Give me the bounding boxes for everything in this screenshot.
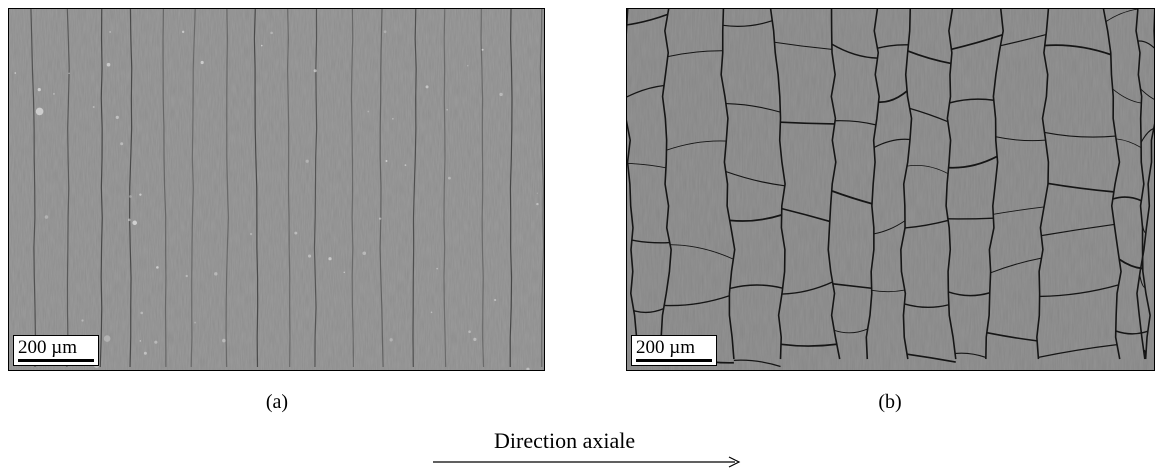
scale-label-a: 200 µm: [18, 337, 77, 358]
micrograph-a: 200 µm: [8, 8, 545, 371]
scale-label-b: 200 µm: [636, 337, 695, 358]
direction-arrow-icon: [433, 456, 741, 468]
micrograph-b-image: [627, 9, 1154, 370]
direction-label: Direction axiale: [494, 428, 636, 453]
scale-bar-b: 200 µm: [631, 335, 717, 366]
scale-line-a: [18, 359, 94, 362]
caption-a: (a): [265, 391, 289, 413]
caption-b: (b): [878, 391, 902, 413]
scale-bar-a: 200 µm: [13, 335, 99, 366]
micrograph-b: 200 µm: [626, 8, 1155, 371]
scale-line-b: [636, 359, 712, 362]
micrograph-a-image: [9, 9, 544, 370]
